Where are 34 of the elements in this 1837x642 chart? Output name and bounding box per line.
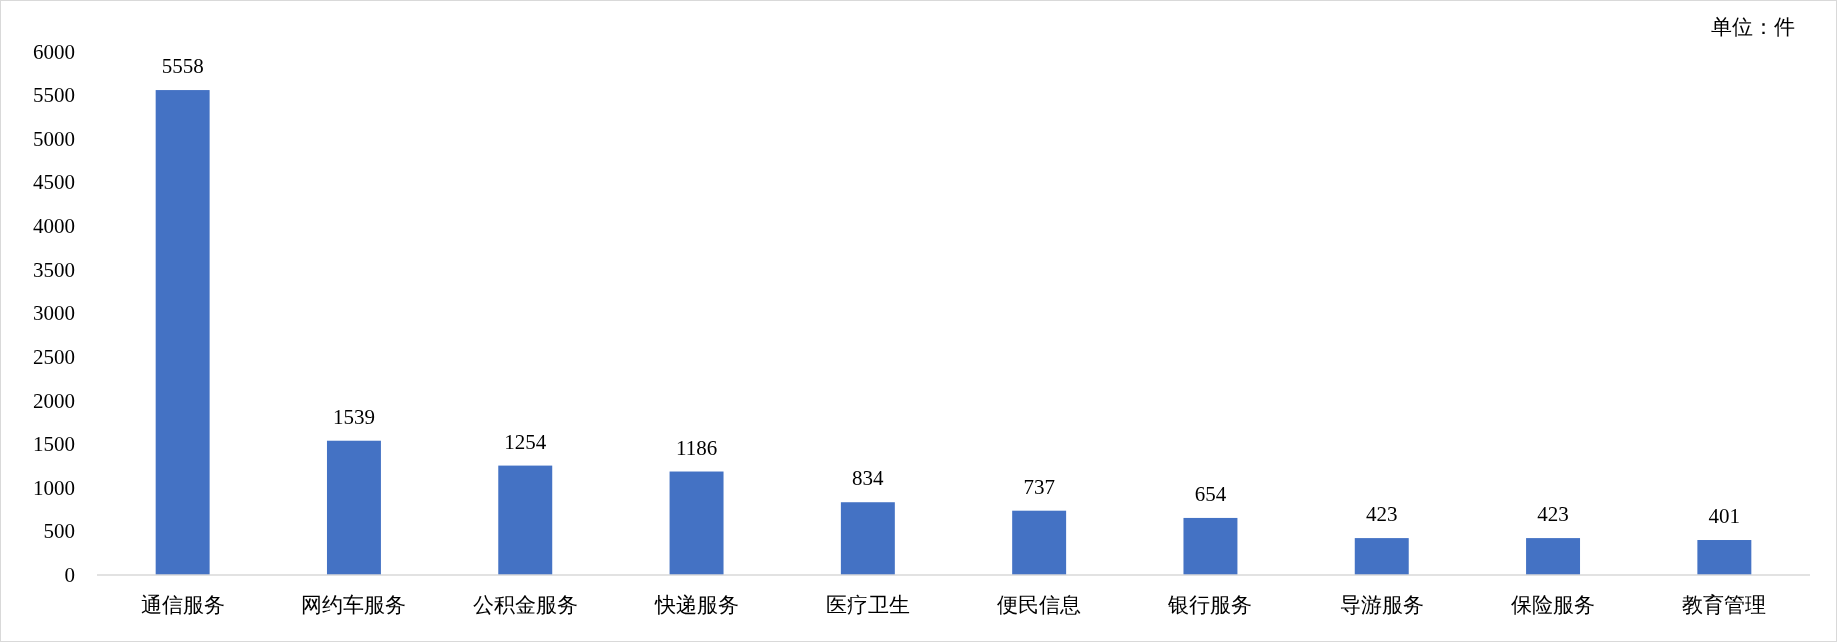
data-label: 834	[852, 466, 884, 491]
data-label: 401	[1708, 504, 1741, 528]
data-label: 737	[1023, 474, 1055, 499]
ytick: 1500	[33, 432, 75, 457]
ytick: 3500	[33, 257, 75, 282]
data-label: 1254	[504, 429, 547, 454]
xtick: 教育管理	[1682, 593, 1767, 617]
data-label: 5558	[161, 54, 204, 79]
ytick: 4500	[33, 170, 75, 195]
ytick: 2000	[33, 388, 75, 413]
ytick: 500	[43, 519, 75, 544]
xtick: 公积金服务	[472, 593, 578, 617]
xtick: 快递服务	[654, 593, 739, 617]
ytick: 5500	[33, 83, 75, 108]
data-label: 654	[1194, 481, 1227, 506]
ytick: 2500	[33, 344, 75, 369]
ytick: 0	[64, 563, 75, 587]
data-label: 1539	[332, 404, 375, 429]
xtick: 保险服务	[1511, 593, 1596, 617]
xtick: 网约车服务	[301, 593, 407, 617]
ytick: 4000	[33, 214, 75, 238]
data-label: 1186	[675, 435, 718, 460]
ytick: 5000	[33, 126, 75, 151]
annotation: 单位：件	[1711, 15, 1795, 39]
xtick: 医疗卫生	[825, 593, 910, 617]
data-label: 423	[1366, 502, 1398, 527]
ytick: 6000	[33, 39, 75, 64]
xtick: 通信服务	[140, 593, 225, 617]
data-label: 423	[1537, 502, 1569, 527]
xtick: 导游服务	[1339, 593, 1424, 617]
ytick: 1000	[33, 475, 75, 500]
ytick: 3000	[33, 301, 75, 326]
xtick: 银行服务	[1168, 593, 1253, 617]
xtick: 便民信息	[997, 593, 1082, 617]
